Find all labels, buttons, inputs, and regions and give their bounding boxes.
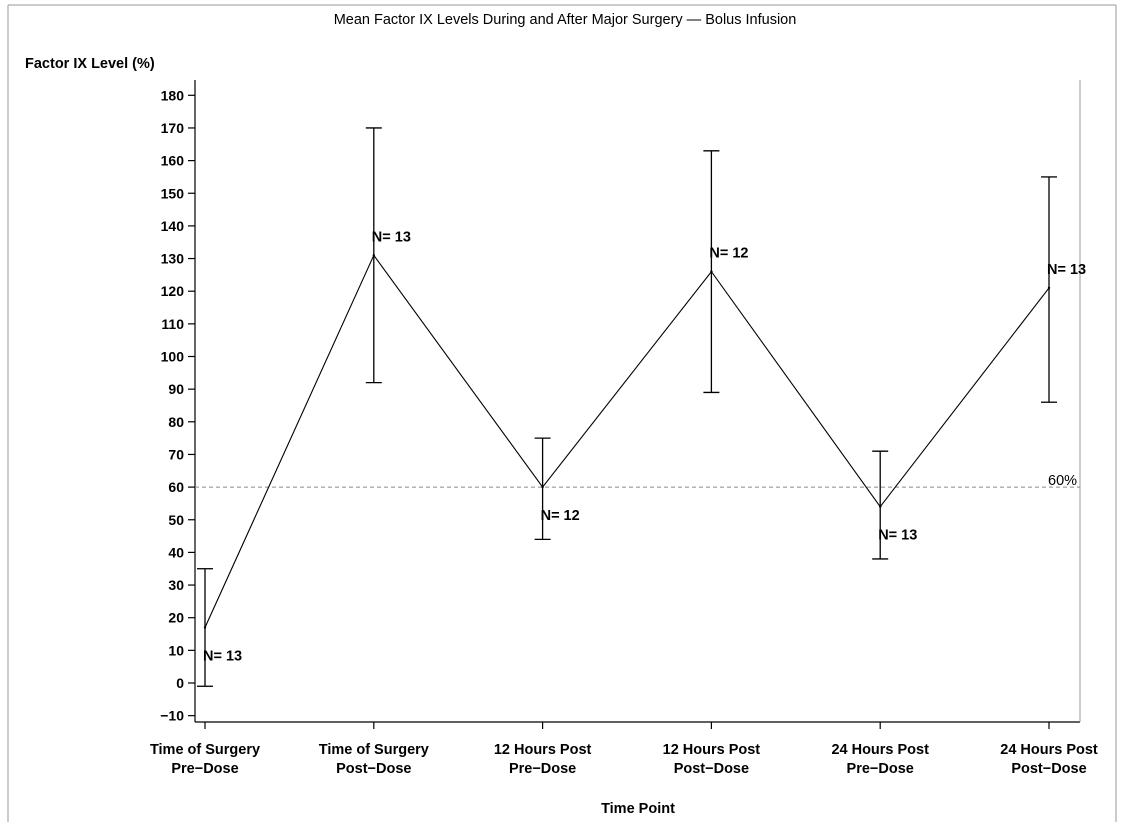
- y-tick-label-16: 150: [161, 185, 185, 201]
- x-tick-label-0-line-0: Time of Surgery: [150, 742, 260, 758]
- data-point-2: [541, 485, 544, 489]
- y-tick-label-4: 30: [168, 577, 184, 593]
- data-point-1: [372, 254, 375, 257]
- x-tick-label-2-line-1: Pre−Dose: [509, 761, 576, 777]
- reference-line-label: 60%: [1048, 473, 1077, 489]
- n-label-1: N= 13: [372, 229, 411, 245]
- data-point-0: [203, 626, 207, 629]
- x-tick-label-5-line-0: 24 Hours Post: [1000, 742, 1098, 758]
- y-tick-label-3: 20: [168, 610, 184, 626]
- x-tick-label-5: 24 Hours Post Post−Dose: [1000, 742, 1098, 777]
- x-tick-label-4-line-1: Pre−Dose: [847, 761, 914, 777]
- x-tick-label-1: Time of Surgery Post−Dose: [319, 742, 429, 777]
- y-tick-label-0: −10: [160, 708, 184, 724]
- x-tick-label-3: 12 Hours Post Post−Dose: [663, 742, 761, 777]
- x-tick-label-4: 24 Hours Post Pre−Dose: [831, 742, 929, 777]
- error-bars: [197, 127, 1057, 687]
- x-tick-label-1-line-1: Post−Dose: [336, 761, 411, 777]
- chart-title: Mean Factor IX Levels During and After M…: [334, 12, 797, 28]
- y-tick-label-19: 180: [161, 87, 185, 103]
- y-axis-title: Factor IX Level (%): [25, 56, 155, 72]
- y-tick-label-12: 110: [161, 316, 184, 332]
- x-tick-label-3-line-1: Post−Dose: [674, 761, 749, 777]
- x-tick-label-0: Time of Surgery Pre−Dose: [150, 742, 260, 777]
- series-line-group: [203, 254, 1051, 629]
- data-point-5: [1047, 286, 1051, 290]
- y-axis-ticks: −10 0 10 20 30 40 50 60 70 80 90 100 110 120 130 140 150…: [160, 87, 195, 724]
- y-tick-label-10: 90: [168, 381, 184, 397]
- x-tick-label-0-line-1: Pre−Dose: [171, 761, 238, 777]
- y-tick-label-14: 130: [161, 251, 185, 267]
- x-tick-label-2-line-0: 12 Hours Post: [494, 742, 592, 758]
- n-labels: N= 13 N= 13 N= 12 N= 12 N= 13 N= 13: [203, 229, 1086, 664]
- y-tick-label-8: 70: [168, 446, 184, 462]
- x-tick-label-1-line-0: Time of Surgery: [319, 742, 429, 758]
- x-tick-label-2: 12 Hours Post Pre−Dose: [494, 742, 592, 777]
- y-tick-label-5: 40: [168, 544, 184, 560]
- y-tick-label-11: 100: [161, 349, 185, 365]
- series-line: [204, 254, 1050, 628]
- n-label-2: N= 12: [541, 508, 580, 524]
- y-tick-label-2: 10: [168, 642, 184, 658]
- n-label-5: N= 13: [1047, 262, 1086, 278]
- n-label-4: N= 13: [878, 528, 917, 544]
- x-tick-label-5-line-1: Post−Dose: [1011, 761, 1086, 777]
- x-axis-title: Time Point: [601, 801, 675, 817]
- y-tick-label-13: 120: [161, 283, 185, 299]
- x-tick-label-4-line-0: 24 Hours Post: [831, 742, 929, 758]
- y-tick-label-18: 170: [161, 120, 185, 136]
- data-point-4: [879, 505, 882, 508]
- y-tick-label-15: 140: [161, 218, 185, 234]
- x-tick-label-3-line-0: 12 Hours Post: [663, 742, 761, 758]
- y-tick-label-9: 80: [168, 414, 184, 430]
- n-label-3: N= 12: [709, 246, 748, 262]
- y-tick-label-1: 0: [176, 675, 184, 691]
- x-axis-ticks: Time of Surgery Pre−Dose Time of Surgery Po…: [150, 722, 1098, 777]
- data-point-3: [710, 270, 713, 273]
- y-tick-label-17: 160: [161, 153, 185, 169]
- y-tick-label-6: 50: [168, 512, 184, 528]
- y-tick-label-7: 60: [168, 479, 184, 495]
- n-label-0: N= 13: [203, 648, 242, 664]
- reference-line-group: 60%: [195, 473, 1080, 489]
